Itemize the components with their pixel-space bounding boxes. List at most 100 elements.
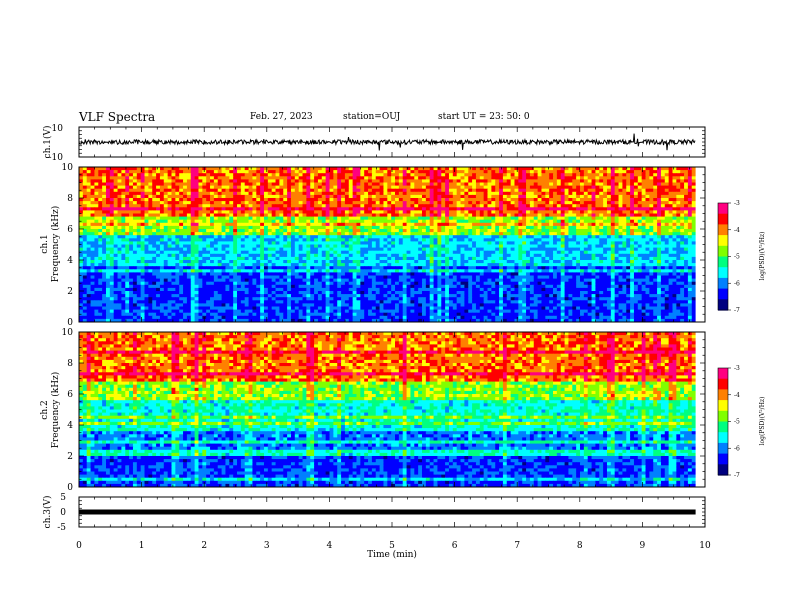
- spectrogram-cell: [167, 185, 172, 190]
- spectrogram-cell: [545, 219, 550, 224]
- ch1-ytick-bottom: -10: [49, 153, 64, 163]
- spectrogram-cell: [136, 188, 142, 193]
- spectrogram-cell: [294, 253, 300, 258]
- spectrogram-cell: [603, 188, 608, 193]
- spectrogram-cell: [275, 213, 280, 218]
- spectrogram-cell: [606, 222, 612, 227]
- spectrogram-cell: [125, 229, 130, 233]
- spectrogram-cell: [298, 173, 304, 177]
- spectrogram-cell: [206, 219, 211, 224]
- spectrogram-cell: [152, 191, 157, 196]
- spectrogram-cell: [510, 238, 515, 242]
- spectrogram-cell: [684, 256, 689, 261]
- spectrogram-cell: [445, 170, 450, 174]
- spectrogram-cell: [514, 229, 519, 233]
- spectrogram-cell: [576, 210, 581, 214]
- spectrogram-cell: [441, 194, 446, 199]
- spectrogram-cell: [425, 179, 431, 183]
- spectrogram-cell: [298, 191, 304, 196]
- spectrogram-cell: [144, 229, 149, 233]
- spectrogram-cell: [356, 244, 361, 249]
- spectrogram-cell: [117, 173, 122, 177]
- spectrogram-cell: [371, 173, 377, 177]
- spectrogram-cell: [329, 256, 334, 261]
- spectrogram-cell: [545, 241, 550, 245]
- spectrogram-cell: [641, 241, 647, 245]
- spectrogram-cell: [233, 216, 238, 221]
- spectrogram-cell: [290, 182, 296, 187]
- spectrogram-cell: [541, 191, 546, 196]
- spectrogram-cell: [633, 253, 639, 258]
- spectrogram-cell: [475, 207, 481, 211]
- spectrogram-cell: [556, 204, 562, 208]
- spectrogram-cell: [102, 253, 107, 258]
- spectrogram-cell: [194, 207, 199, 211]
- spectrogram-cell: [344, 235, 350, 239]
- spectrogram-cell: [452, 247, 458, 252]
- spectrogram-cell: [418, 204, 423, 208]
- spectrogram-cell: [537, 182, 542, 187]
- spectrogram-cell: [233, 225, 238, 230]
- spectrogram-cell: [144, 244, 149, 249]
- spectrogram-cell: [491, 244, 496, 249]
- spectrogram-cell: [456, 204, 462, 208]
- spectrogram-cell: [360, 176, 365, 180]
- spectrogram-cell: [121, 179, 126, 183]
- spectrogram-cell: [660, 232, 666, 236]
- spectrogram-cell: [267, 188, 273, 193]
- spectrogram-cell: [314, 173, 319, 177]
- spectrogram-cell: [129, 244, 134, 249]
- spectrogram-cell: [522, 179, 527, 183]
- spectrogram-cell: [425, 185, 431, 190]
- spectrogram-cell: [283, 219, 288, 224]
- spectrogram-cell: [306, 247, 311, 252]
- spectrogram-cell: [364, 219, 369, 224]
- spectrogram-cell: [491, 198, 496, 202]
- spectrogram-cell: [556, 207, 562, 211]
- spectrogram-cell: [233, 241, 238, 245]
- spectrogram-cell: [279, 247, 284, 252]
- spectrogram-cell: [210, 191, 215, 196]
- spectrogram-cell: [529, 191, 535, 196]
- spectrogram-cell: [433, 173, 438, 177]
- spectrogram-cell: [144, 204, 149, 208]
- spectrogram-cell: [229, 182, 234, 187]
- spectrogram-cell: [464, 213, 469, 218]
- spectrogram-cell: [294, 213, 300, 218]
- spectrogram-cell: [136, 247, 142, 252]
- spectrogram-cell: [441, 229, 446, 233]
- spectrogram-cell: [479, 176, 485, 180]
- spectrogram-cell: [275, 182, 280, 187]
- spectrogram-cell: [410, 182, 415, 187]
- spectrogram-cell: [325, 213, 330, 218]
- spectrogram-cell: [368, 213, 373, 218]
- spectrogram-cell: [398, 232, 404, 236]
- spectrogram-cell: [448, 244, 454, 249]
- spectrogram-cell: [252, 185, 257, 190]
- spectrogram-cell: [410, 173, 415, 177]
- spectrogram-cell: [221, 191, 226, 196]
- spectrogram-cell: [190, 229, 196, 233]
- spectrogram-cell: [460, 201, 465, 205]
- spectrogram-cell: [614, 219, 620, 224]
- spectrogram-cell: [572, 241, 577, 245]
- spectrogram-cell: [691, 185, 697, 190]
- spectrogram-cell: [102, 216, 107, 221]
- spectrogram-cell: [90, 170, 95, 174]
- spectrogram-cell: [314, 219, 319, 224]
- spectrogram-cell: [113, 253, 119, 258]
- spectrogram-cell: [676, 232, 681, 236]
- spectrogram-cell: [460, 222, 465, 227]
- spectrogram-cell: [352, 253, 357, 258]
- spectrogram-cell: [325, 185, 330, 190]
- spectrogram-cell: [310, 229, 315, 233]
- spectrogram-cell: [672, 167, 677, 171]
- spectrogram-cell: [433, 167, 438, 171]
- spectrogram-cell: [464, 170, 469, 174]
- spectrogram-cell: [256, 213, 261, 218]
- spectrogram-cell: [271, 167, 277, 171]
- spectrogram-cell: [240, 188, 246, 193]
- spectrogram-cell: [475, 250, 481, 255]
- spectrogram-cell: [460, 225, 465, 230]
- spectrogram-cell: [194, 229, 199, 233]
